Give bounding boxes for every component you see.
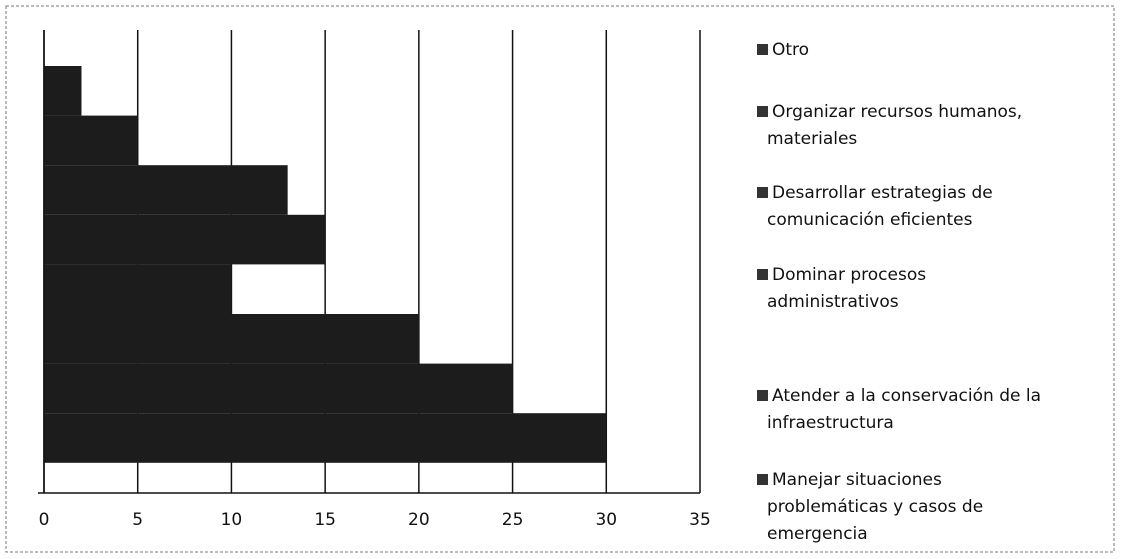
bar bbox=[44, 214, 326, 265]
legend-label: infraestructura bbox=[767, 413, 894, 433]
legend-label: administrativos bbox=[767, 292, 899, 312]
legend-label: emergencia bbox=[767, 524, 868, 544]
legend-swatch bbox=[757, 106, 768, 117]
bar bbox=[44, 66, 82, 116]
legend-label: Atender a la conservación de la bbox=[772, 386, 1041, 406]
bar bbox=[44, 264, 232, 314]
bar bbox=[44, 363, 513, 414]
legend-label: materiales bbox=[767, 129, 857, 149]
legend-label: comunicación eficientes bbox=[767, 210, 973, 230]
legend-label: Otro bbox=[772, 40, 809, 60]
legend-label: Organizar recursos humanos, bbox=[772, 102, 1022, 122]
legend-swatch bbox=[757, 390, 768, 401]
x-tick-label: 20 bbox=[408, 510, 430, 530]
x-tick-label: 35 bbox=[689, 510, 711, 530]
legend-label: problemáticas y casos de bbox=[767, 497, 983, 517]
bar bbox=[44, 314, 419, 364]
legend-label: Desarrollar estrategias de bbox=[772, 183, 993, 203]
legend-swatch bbox=[757, 474, 768, 485]
x-tick-label: 10 bbox=[221, 510, 243, 530]
legend-swatch bbox=[757, 187, 768, 198]
legend-label: Dominar procesos bbox=[772, 265, 926, 285]
x-tick-label: 30 bbox=[595, 510, 617, 530]
legend-swatch bbox=[757, 44, 768, 55]
x-tick-label: 0 bbox=[39, 510, 50, 530]
x-tick-label: 25 bbox=[502, 510, 524, 530]
bar bbox=[44, 115, 138, 166]
legend-label: Manejar situaciones bbox=[772, 470, 942, 490]
legend-swatch bbox=[757, 269, 768, 280]
x-tick-label: 5 bbox=[132, 510, 143, 530]
x-tick-label: 15 bbox=[314, 510, 336, 530]
bar bbox=[44, 165, 288, 215]
bar bbox=[44, 413, 607, 463]
